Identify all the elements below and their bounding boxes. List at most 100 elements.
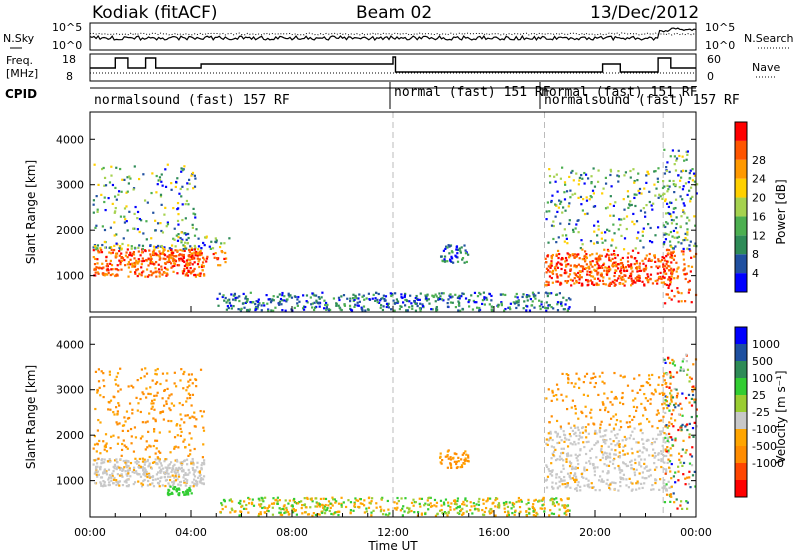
echo-cell <box>362 305 366 308</box>
echo-cell <box>108 474 111 477</box>
echo-cell <box>152 271 155 274</box>
echo-cell <box>664 399 667 402</box>
echo-cell <box>572 230 575 234</box>
echo-cell <box>441 292 444 295</box>
echo-cell <box>554 430 557 434</box>
echo-cell <box>441 511 444 515</box>
echo-cell <box>679 500 683 503</box>
echo-cell <box>365 507 368 510</box>
echo-cell <box>605 273 609 276</box>
echo-cell <box>94 274 97 277</box>
echo-cell <box>225 257 228 260</box>
echo-cell <box>685 360 688 363</box>
echo-cell <box>454 305 457 309</box>
echo-cell <box>161 410 164 413</box>
echo-cell <box>168 407 171 410</box>
echo-cell <box>357 304 360 307</box>
echo-cell <box>692 172 696 175</box>
echo-cell <box>573 474 576 477</box>
echo-cell <box>530 304 533 307</box>
echo-cell <box>663 487 666 490</box>
echo-cell <box>132 187 136 190</box>
echo-cell <box>224 251 227 255</box>
echo-cell <box>559 222 562 225</box>
echo-cell <box>154 478 157 481</box>
echo-cell <box>175 467 178 470</box>
echo-cell <box>268 504 271 507</box>
echo-cell <box>403 510 406 513</box>
echo-cell <box>168 466 171 470</box>
echo-cell <box>561 504 564 507</box>
echo-cell <box>657 452 660 455</box>
echo-cell <box>382 305 385 308</box>
echo-cell <box>663 379 666 382</box>
echo-cell <box>503 510 507 514</box>
echo-cell <box>99 394 102 397</box>
echo-cell <box>257 298 260 301</box>
echo-cell <box>173 463 176 466</box>
echo-cell <box>237 308 240 311</box>
echo-cell <box>571 465 574 468</box>
echo-cell <box>665 169 668 172</box>
echo-cell <box>669 447 672 450</box>
echo-cell <box>611 462 615 465</box>
echo-cell <box>692 385 695 388</box>
echo-cell <box>555 173 558 176</box>
echo-cell <box>424 295 428 298</box>
echo-cell <box>654 260 657 264</box>
echo-cell <box>686 476 689 479</box>
echo-cell <box>556 275 559 278</box>
echo-cell <box>686 507 689 510</box>
echo-cell <box>462 500 465 504</box>
echo-cell <box>188 384 191 387</box>
echo-cell <box>185 273 188 276</box>
echo-cell <box>670 277 673 281</box>
echo-cell <box>284 510 287 513</box>
echo-cell <box>664 232 667 235</box>
echo-cell <box>680 170 683 173</box>
echo-cell <box>556 441 559 445</box>
echo-cell <box>682 461 686 465</box>
echo-cell <box>449 506 452 509</box>
echo-cell <box>625 464 628 468</box>
echo-cell <box>155 270 159 273</box>
echo-cell <box>590 416 593 419</box>
echo-cell <box>183 264 187 268</box>
echo-cell <box>668 460 672 463</box>
echo-cell <box>188 416 191 420</box>
echo-cell <box>191 263 194 266</box>
echo-cell <box>125 191 128 194</box>
echo-cell <box>200 247 203 250</box>
echo-cell <box>664 441 667 444</box>
echo-cell <box>568 219 571 222</box>
echo-cell <box>155 381 159 384</box>
echo-cell <box>404 497 407 500</box>
echo-cell <box>634 461 637 465</box>
echo-cell <box>188 488 191 491</box>
echo-cell <box>568 222 571 226</box>
echo-cell <box>565 395 568 398</box>
echo-cell <box>560 447 563 450</box>
echo-cell <box>158 460 161 463</box>
frequency-trace <box>90 56 696 73</box>
echo-cell <box>686 150 689 153</box>
echo-cell <box>435 505 438 508</box>
echo-cell <box>589 254 592 257</box>
echo-cell <box>570 467 574 471</box>
echo-cell <box>96 442 99 445</box>
echo-cell <box>554 448 557 451</box>
echo-cell <box>455 503 458 506</box>
echo-cell <box>172 465 175 468</box>
echo-cell <box>167 249 170 253</box>
echo-cell <box>583 212 587 216</box>
echo-cell <box>608 282 611 286</box>
echo-cell <box>600 275 603 278</box>
echo-cell <box>138 177 141 181</box>
echo-cell <box>681 239 685 242</box>
echo-cell <box>464 297 468 300</box>
echo-cell <box>159 462 163 465</box>
echo-cell <box>677 413 681 416</box>
echo-cell <box>442 299 445 302</box>
echo-cell <box>129 270 132 273</box>
